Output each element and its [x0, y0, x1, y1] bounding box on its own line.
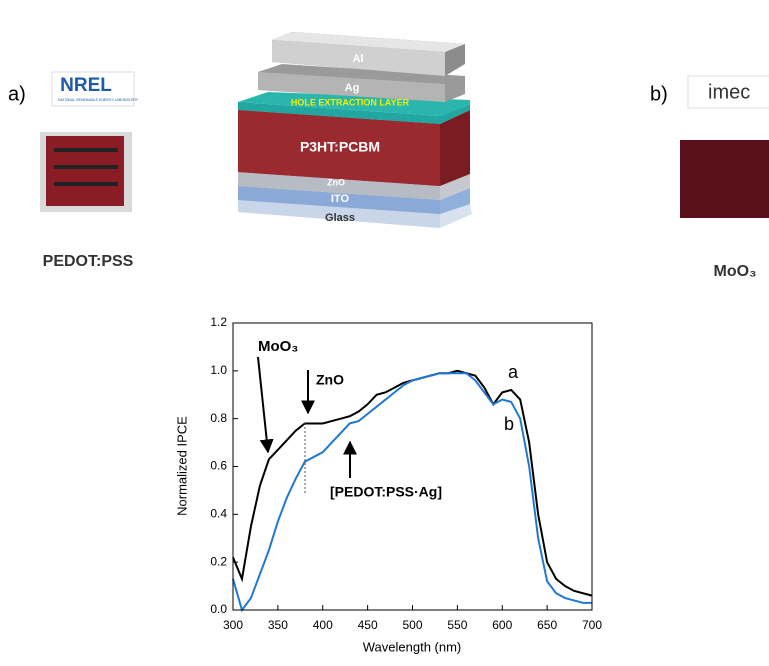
layer-label: ZnO [327, 177, 345, 187]
x-tick-label: 300 [223, 618, 243, 632]
nrel-logo: NREL NATIONAL RENEWABLE ENERGY LABORATOR… [51, 71, 139, 107]
layer-label: Glass [325, 212, 355, 224]
x-tick-label: 450 [358, 618, 378, 632]
panel-label: a) [8, 83, 26, 105]
layer-label: Ag [345, 82, 360, 94]
y-tick-label: 0.6 [210, 459, 227, 473]
ipce-chart: 300 350 400 450 500 550 600 650 700 0.0 0.2 0.4 0.6 0… [210, 315, 602, 632]
series-label: a [508, 362, 519, 382]
x-tick-label: 350 [268, 618, 288, 632]
annotation: [PEDOT:PSS·Ag] [330, 484, 442, 500]
logo-text: NREL [60, 75, 112, 96]
series-line [232, 372, 592, 613]
panel-label: b) [650, 83, 668, 105]
caption: MoO₃ [714, 263, 757, 280]
x-tick-label: 400 [313, 618, 333, 632]
device-stack: Al Ag HOLE EXTRACTION LAYER P3HT:PCBM Zn… [238, 32, 472, 228]
x-tick-label: 500 [402, 618, 422, 632]
x-tick-label: 550 [447, 618, 467, 632]
x-axis-label: Wavelength (nm) [363, 639, 462, 654]
series-label: b [504, 414, 514, 434]
y-tick-label: 0.0 [210, 602, 227, 616]
layer-label: P3HT:PCBM [300, 139, 380, 155]
layer-label: HOLE EXTRACTION LAYER [291, 97, 410, 107]
caption: PEDOT:PSS [43, 253, 134, 270]
y-axis-label: Normalized IPCE [174, 416, 189, 516]
annotation: ZnO [316, 372, 344, 388]
plot-frame [232, 322, 593, 611]
y-tick-label: 0.8 [210, 411, 227, 425]
y-tick-label: 1.0 [210, 363, 227, 377]
y-tick-label: 1.2 [210, 315, 227, 329]
y-tick-label: 0.2 [210, 554, 227, 568]
y-tick-label: 0.4 [210, 507, 227, 521]
arrow [257, 356, 274, 454]
layer-label: Al [353, 53, 364, 65]
imec-logo: imec [680, 75, 769, 218]
x-tick-label: 650 [537, 618, 557, 632]
annotation: MoO₃ [258, 338, 298, 355]
layer-label: ITO [331, 193, 350, 205]
x-tick-label: 700 [582, 618, 602, 632]
logo-text: imec [708, 81, 750, 103]
x-tick-label: 600 [492, 618, 512, 632]
device-photo-a [40, 132, 132, 212]
logo-subtitle: NATIONAL RENEWABLE ENERGY LABORATORY [58, 98, 139, 102]
